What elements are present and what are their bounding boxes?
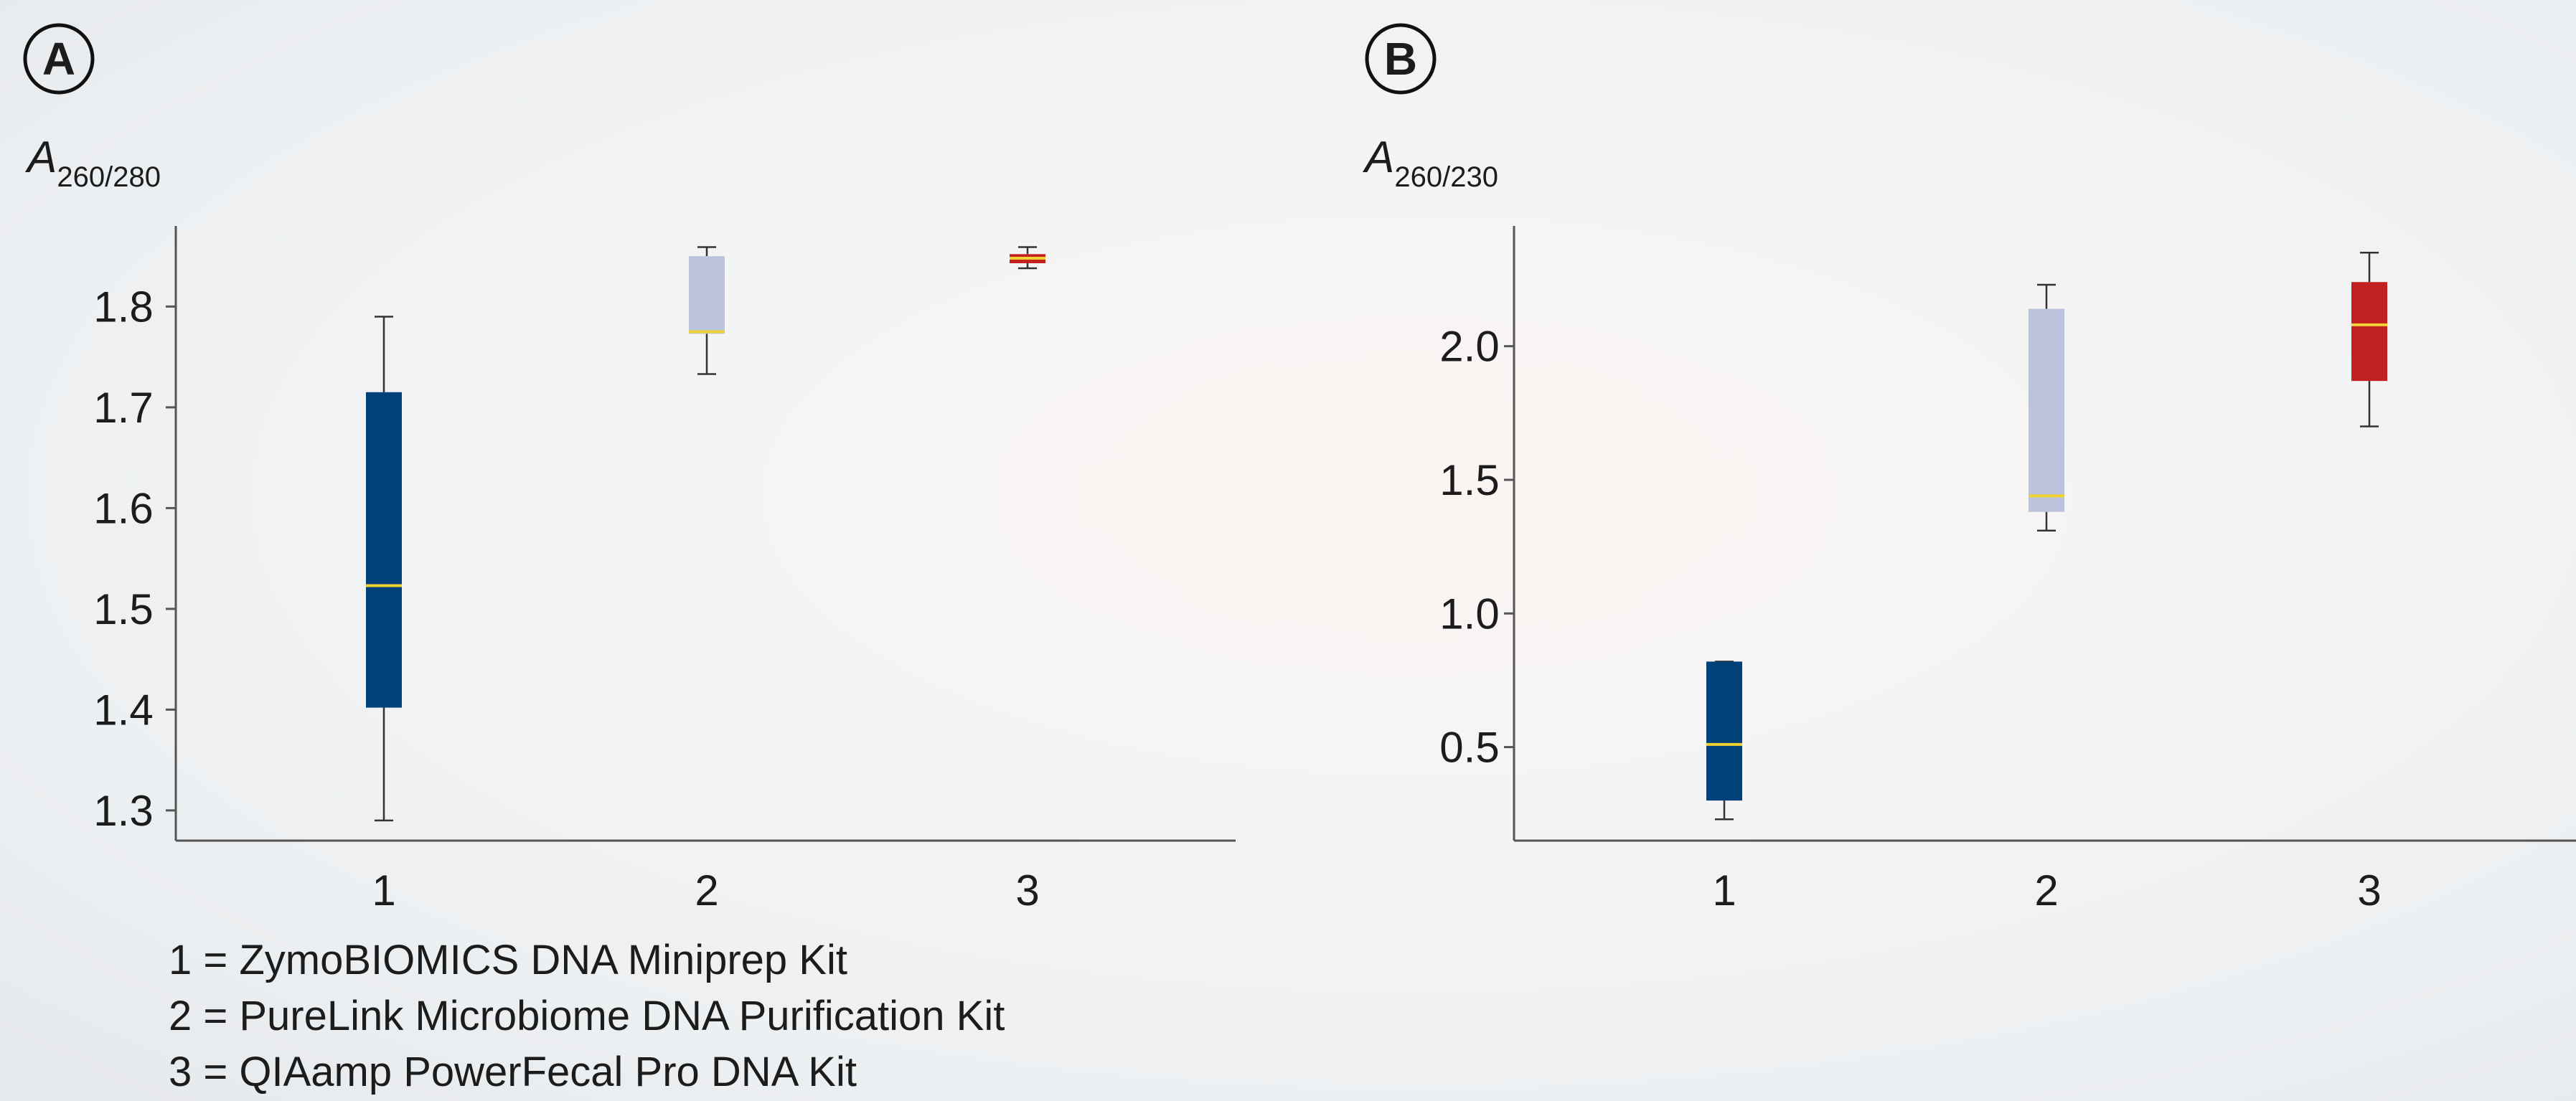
legend-item-1: 1 = ZymoBIOMICS DNA Miniprep Kit (169, 937, 847, 983)
panel-a: A A260/280 1.3 1.4 1.5 1.6 1.7 1.8 1 2 3 (23, 23, 1236, 915)
x-tick-label: 3 (1015, 866, 1039, 915)
y-tick-label: 0.5 (1439, 724, 1499, 772)
y-tick-label: 2.0 (1439, 323, 1499, 371)
y-tick-label: 1.4 (93, 686, 153, 734)
x-tick-label: 1 (372, 866, 395, 915)
legend-item-2: 2 = PureLink Microbiome DNA Purification… (169, 993, 1005, 1039)
y-tick-label: 1.5 (1439, 456, 1499, 504)
y-tick-label: 1.5 (93, 585, 153, 633)
box-1 (1706, 661, 1742, 821)
iqr-box (2351, 282, 2387, 382)
y-tick-label: 1.6 (93, 484, 153, 532)
panel-letter: B (1384, 33, 1417, 85)
panel-letter: A (42, 33, 75, 85)
panel-b: B A260/230 0.5 1.0 1.5 2.0 1 2 3 (1362, 23, 2576, 915)
x-tick-label: 2 (695, 866, 718, 915)
panel-letter-circle (1365, 23, 1437, 95)
box-2 (2029, 283, 2064, 532)
box-2 (689, 246, 725, 375)
x-tick-label: 3 (2357, 866, 2381, 915)
y-axis-label: A260/280 (24, 133, 161, 193)
y-tick-label: 1.7 (93, 384, 153, 432)
iqr-box (2029, 308, 2064, 512)
iqr-box (366, 392, 402, 708)
x-tick-label: 1 (1712, 866, 1736, 915)
y-tick-label: 1.3 (93, 787, 153, 835)
y-tick-label: 1.0 (1439, 590, 1499, 638)
box-3 (1010, 246, 1045, 270)
box-3 (2351, 252, 2387, 427)
iqr-box (689, 256, 725, 334)
box-1 (366, 316, 402, 822)
iqr-box (1706, 661, 1742, 801)
x-tick-label: 2 (2034, 866, 2058, 915)
y-tick-label: 1.8 (93, 283, 153, 331)
y-axis-label: A260/230 (1362, 133, 1498, 193)
panel-letter-circle (23, 23, 95, 95)
kit-legend: 1 = ZymoBIOMICS DNA Miniprep Kit 2 = Pur… (169, 932, 1005, 1100)
legend-item-3: 3 = QIAamp PowerFecal Pro DNA Kit (169, 1049, 857, 1095)
